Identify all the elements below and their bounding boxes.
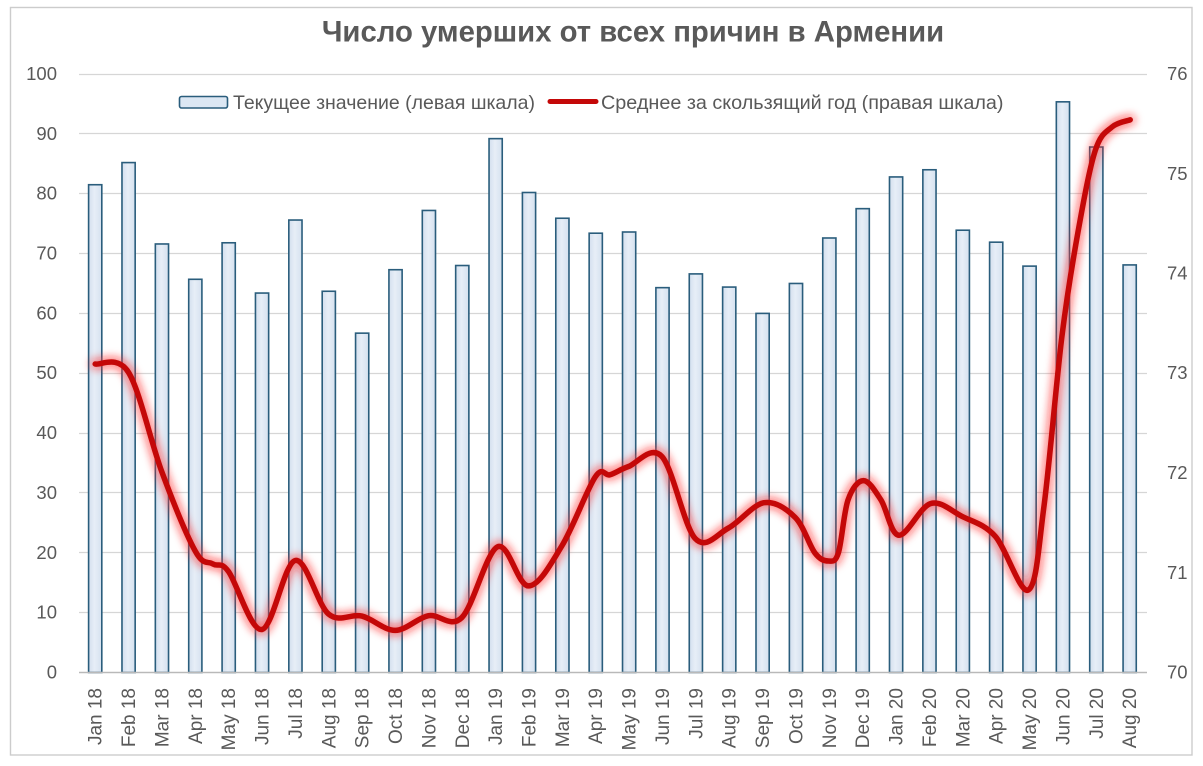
- svg-text:0: 0: [47, 662, 57, 683]
- svg-text:Nov 18: Nov 18: [419, 688, 440, 748]
- svg-text:Mar 20: Mar 20: [953, 688, 974, 747]
- svg-text:Текущее значение (левая шкала): Текущее значение (левая шкала): [233, 92, 535, 114]
- svg-text:Jan 20: Jan 20: [887, 688, 908, 745]
- svg-text:71: 71: [1167, 562, 1188, 583]
- svg-text:Jun 18: Jun 18: [253, 688, 274, 745]
- svg-text:74: 74: [1167, 263, 1188, 284]
- svg-text:20: 20: [36, 542, 57, 563]
- svg-text:Aug 19: Aug 19: [720, 688, 741, 748]
- svg-text:30: 30: [36, 482, 57, 503]
- svg-text:70: 70: [36, 243, 57, 264]
- svg-text:Oct 19: Oct 19: [787, 688, 808, 744]
- svg-text:Mar 19: Mar 19: [553, 688, 574, 747]
- svg-text:Jan 18: Jan 18: [86, 688, 107, 745]
- svg-text:Oct 18: Oct 18: [386, 688, 407, 744]
- svg-text:Aug 18: Aug 18: [319, 688, 340, 748]
- svg-text:Dec 19: Dec 19: [853, 688, 874, 748]
- svg-text:60: 60: [36, 302, 57, 323]
- svg-text:Jul 18: Jul 18: [286, 688, 307, 739]
- svg-text:May 19: May 19: [620, 688, 641, 750]
- svg-text:Jun 19: Jun 19: [653, 688, 674, 745]
- svg-text:May 18: May 18: [219, 688, 240, 750]
- svg-text:50: 50: [36, 362, 57, 383]
- svg-text:70: 70: [1167, 662, 1188, 683]
- svg-text:Apr 19: Apr 19: [586, 688, 607, 744]
- svg-text:73: 73: [1167, 362, 1188, 383]
- svg-text:Feb 19: Feb 19: [520, 688, 541, 747]
- svg-text:Jan 19: Jan 19: [486, 688, 507, 745]
- svg-text:90: 90: [36, 123, 57, 144]
- svg-text:Apr 20: Apr 20: [987, 688, 1008, 744]
- svg-text:Jun 20: Jun 20: [1053, 688, 1074, 745]
- svg-text:40: 40: [36, 422, 57, 443]
- svg-text:Mar 18: Mar 18: [152, 688, 173, 747]
- svg-text:Jul 20: Jul 20: [1087, 688, 1108, 739]
- svg-text:Dec 18: Dec 18: [453, 688, 474, 748]
- svg-text:Feb 20: Feb 20: [920, 688, 941, 747]
- svg-text:100: 100: [26, 63, 57, 84]
- svg-text:Feb 18: Feb 18: [119, 688, 140, 747]
- svg-text:10: 10: [36, 602, 57, 623]
- svg-text:Среднее за скользящий год (пра: Среднее за скользящий год (правая шкала): [601, 92, 1004, 114]
- svg-text:May 20: May 20: [1020, 688, 1041, 750]
- svg-text:Aug 20: Aug 20: [1120, 688, 1141, 748]
- svg-text:Jul 19: Jul 19: [686, 688, 707, 739]
- svg-text:Sep 19: Sep 19: [753, 688, 774, 748]
- svg-text:80: 80: [36, 183, 57, 204]
- svg-text:Apr 18: Apr 18: [186, 688, 207, 744]
- svg-text:Число умерших от всех причин в: Число умерших от всех причин в Армении: [322, 16, 944, 49]
- svg-text:75: 75: [1167, 163, 1188, 184]
- svg-text:72: 72: [1167, 462, 1188, 483]
- svg-text:Nov 19: Nov 19: [820, 688, 841, 748]
- svg-text:76: 76: [1167, 63, 1188, 84]
- svg-text:Sep 18: Sep 18: [353, 688, 374, 748]
